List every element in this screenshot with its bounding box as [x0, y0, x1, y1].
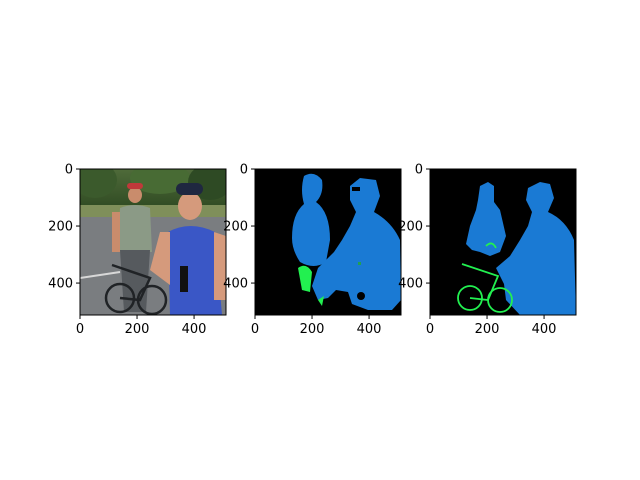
photo-xtick-label: 0 — [76, 322, 84, 337]
photo-ytick-label: 200 — [48, 220, 73, 235]
ground-truth-bicycle — [457, 242, 513, 313]
photo-person-right — [150, 183, 226, 315]
ground-truth-axes-frame — [429, 168, 577, 316]
axes-group: 0 200 400 0 200 400 0 200 400 0 200 400 0 200 400 0 200 4… — [48, 163, 577, 337]
photo-panel — [80, 169, 226, 315]
photo-bicycle — [104, 263, 168, 315]
ground-truth-ytick-label: 0 — [415, 163, 423, 178]
predicted-xtick-label: 400 — [357, 322, 382, 337]
ground-truth-xtick-label: 400 — [532, 322, 557, 337]
photo-xtick-label: 400 — [182, 322, 207, 337]
photo-xtick-label: 200 — [125, 322, 150, 337]
predicted-ytick-label: 0 — [240, 163, 248, 178]
ground-truth-xtick-label: 0 — [426, 322, 434, 337]
predicted-ytick-label: 200 — [223, 220, 248, 235]
photo-axes-frame — [79, 168, 227, 316]
ground-truth-panel — [430, 169, 576, 315]
photo-ytick-label: 0 — [65, 163, 73, 178]
predicted-ytick-label: 400 — [223, 277, 248, 292]
ground-truth-ytick-label: 200 — [398, 220, 423, 235]
ground-truth-xtick-label: 200 — [475, 322, 500, 337]
predicted-mask-panel — [255, 169, 401, 315]
predicted-xtick-label: 0 — [251, 322, 259, 337]
ground-truth-ytick-label: 400 — [398, 277, 423, 292]
predicted-xtick-label: 200 — [300, 322, 325, 337]
predicted-axes-frame — [254, 168, 402, 316]
photo-ytick-label: 400 — [48, 277, 73, 292]
